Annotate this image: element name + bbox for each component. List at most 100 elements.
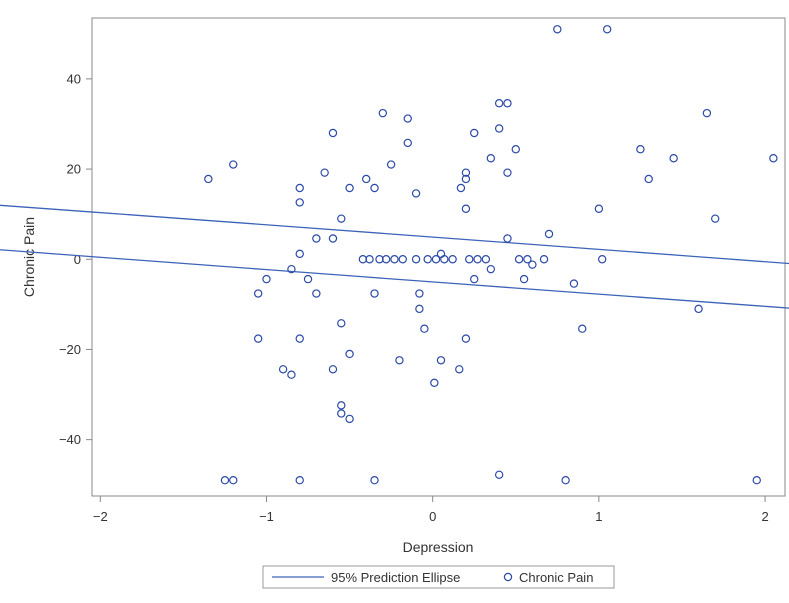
data-point: [375, 255, 384, 264]
data-point: [569, 279, 579, 288]
y-axis: −40 −20 0 20 40: [59, 71, 92, 447]
data-point: [345, 414, 354, 424]
data-point: [370, 289, 379, 298]
data-point: [636, 145, 645, 154]
data-point: [423, 255, 432, 264]
data-point: [455, 365, 464, 374]
data-point: [486, 264, 496, 274]
y-tick-label: 40: [67, 71, 81, 86]
data-point: [503, 168, 512, 177]
data-point: [337, 401, 346, 410]
data-point: [436, 356, 446, 365]
x-tick-label: −2: [93, 509, 108, 524]
x-axis-label: Depression: [403, 539, 474, 555]
data-point: [229, 476, 238, 485]
plot-area: [0, 25, 789, 485]
data-point: [370, 476, 379, 485]
data-point: [390, 255, 399, 264]
y-tick-label: −40: [59, 432, 81, 447]
data-point: [287, 264, 296, 274]
data-point: [644, 174, 653, 184]
data-point: [295, 249, 304, 259]
x-axis: −2 −1 0 1 2: [93, 496, 769, 524]
data-point: [594, 204, 604, 213]
data-point: [465, 255, 474, 264]
y-tick-label: 20: [67, 162, 81, 177]
legend: 95% Prediction Ellipse Chronic Pain: [262, 565, 615, 589]
data-point: [345, 349, 354, 359]
data-point: [411, 255, 421, 264]
data-point: [262, 274, 271, 284]
data-point: [345, 183, 354, 193]
legend-points-label: Chronic Pain: [519, 570, 593, 585]
data-point: [461, 168, 471, 177]
data-point: [312, 234, 321, 243]
data-point: [295, 198, 304, 207]
legend-frame: [262, 565, 615, 589]
data-point: [337, 409, 346, 418]
data-point: [395, 356, 404, 365]
data-point: [503, 99, 512, 108]
data-point: [470, 274, 479, 284]
legend-marker-swatch: [503, 572, 513, 582]
data-point: [295, 476, 304, 485]
y-tick-label: −20: [59, 342, 81, 357]
prediction-ellipse: [0, 204, 789, 309]
data-point: [456, 183, 466, 193]
data-point: [220, 476, 230, 485]
data-point: [461, 204, 471, 213]
data-point: [486, 154, 496, 163]
data-point: [328, 234, 338, 243]
data-point: [312, 289, 321, 298]
data-point: [752, 476, 761, 485]
data-point: [702, 108, 712, 118]
data-point: [494, 124, 504, 133]
data-point: [519, 274, 529, 284]
data-point: [420, 324, 429, 333]
data-point: [204, 174, 213, 184]
data-point: [602, 25, 612, 34]
data-point: [494, 99, 504, 108]
data-point: [253, 334, 263, 343]
data-point: [461, 174, 471, 184]
data-point: [578, 324, 587, 333]
data-point: [253, 289, 263, 298]
data-point: [415, 304, 424, 314]
data-point: [448, 255, 457, 264]
data-point: [229, 160, 238, 169]
data-point: [358, 255, 368, 264]
data-point: [431, 255, 441, 264]
data-point: [328, 128, 338, 138]
x-tick-label: 2: [761, 509, 768, 524]
data-point: [694, 304, 703, 314]
data-point: [303, 274, 313, 284]
x-tick-label: −1: [259, 509, 274, 524]
data-point: [295, 183, 304, 193]
data-point: [494, 470, 504, 480]
data-point: [481, 255, 491, 264]
data-point: [561, 476, 570, 485]
data-point: [711, 214, 720, 223]
data-point: [411, 189, 421, 198]
data-point: [403, 138, 412, 148]
data-point: [378, 108, 388, 118]
data-point: [470, 128, 479, 138]
data-point: [553, 25, 562, 34]
x-tick-label: 0: [429, 509, 436, 524]
data-point: [769, 154, 778, 163]
data-point: [597, 255, 607, 264]
y-axis-label: Chronic Pain: [21, 217, 37, 297]
data-point: [528, 260, 537, 269]
data-point: [287, 370, 296, 379]
y-tick-label: 0: [74, 252, 81, 267]
data-point: [386, 160, 396, 169]
data-point: [503, 234, 512, 243]
data-point: [514, 255, 524, 264]
data-point: [370, 183, 379, 193]
data-point: [403, 114, 412, 123]
x-tick-label: 1: [595, 509, 602, 524]
data-point: [539, 255, 549, 264]
data-point: [337, 319, 346, 328]
